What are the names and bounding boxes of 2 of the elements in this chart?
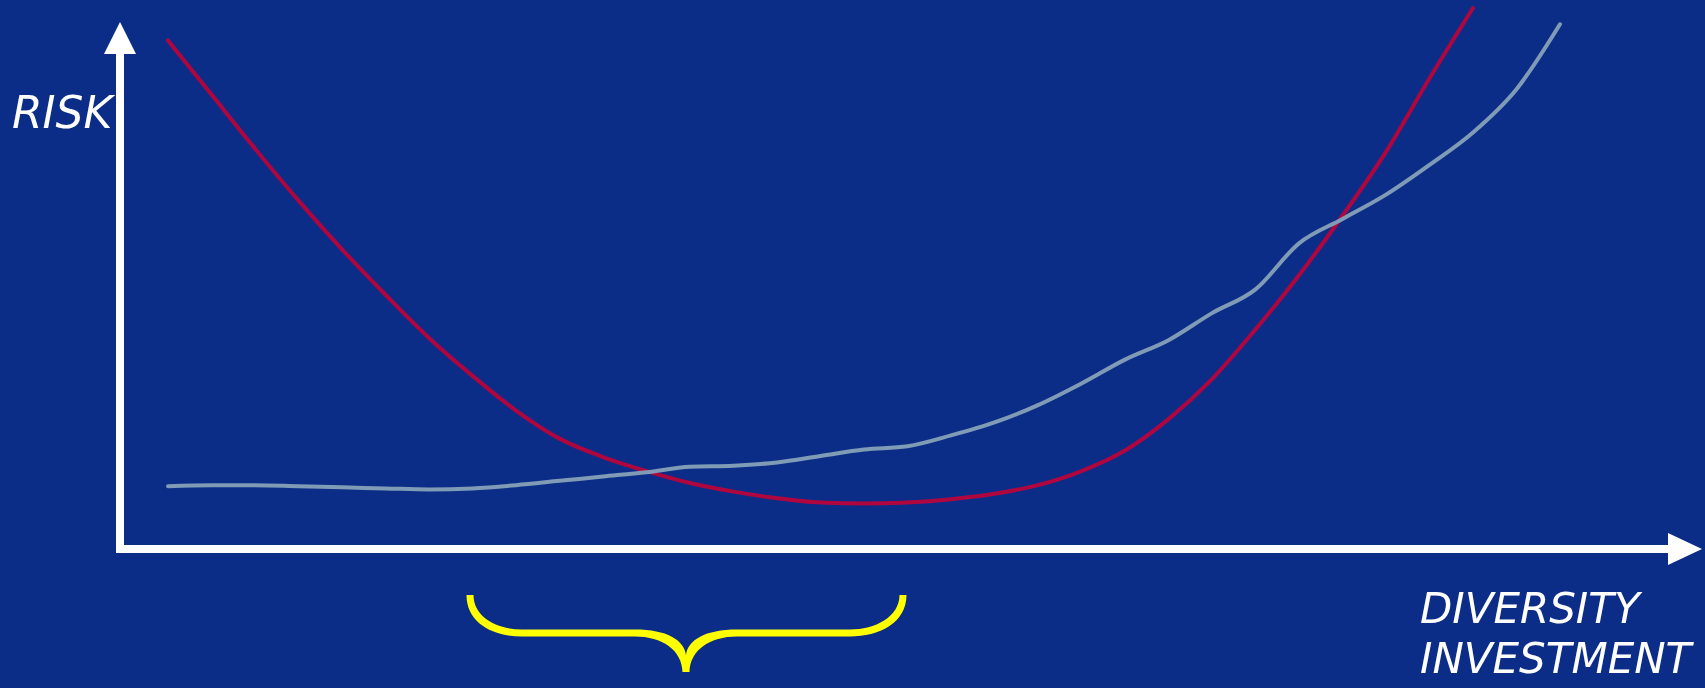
y-axis-title: RISK bbox=[12, 87, 116, 138]
x-axis-title: DIVERSITY INVESTMENT bbox=[1420, 584, 1695, 683]
